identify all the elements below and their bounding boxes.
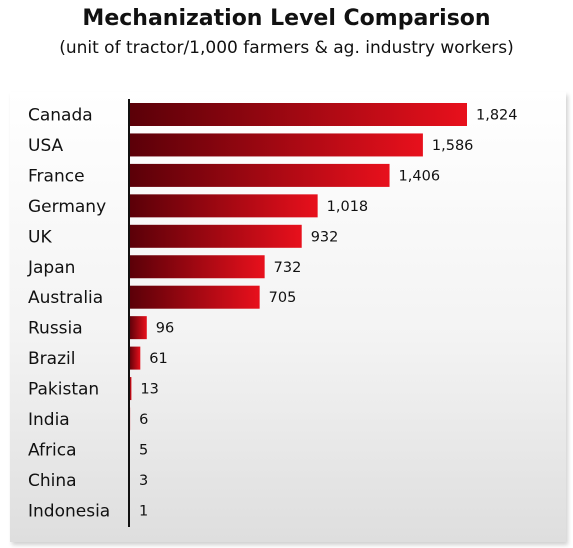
value-label: 1 [139, 503, 148, 519]
bars-layer: Canada 1,824 USA 1,586 France 1,406 Germany 1,0… [27, 103, 518, 522]
value-label: 1,824 [476, 108, 518, 124]
category-label: Japan [27, 258, 75, 278]
value-label: 3 [139, 473, 148, 489]
value-label: 61 [149, 351, 167, 367]
category-label: USA [28, 136, 64, 156]
value-label: 6 [139, 412, 148, 428]
category-label: UK [28, 227, 52, 247]
bar-pakistan [129, 377, 132, 401]
value-label: 13 [140, 382, 158, 398]
category-label: France [28, 166, 85, 186]
chart-title: Mechanization Level Comparison [82, 6, 491, 31]
bar-canada [129, 103, 467, 126]
category-label: Brazil [28, 349, 75, 369]
category-label: China [28, 471, 77, 491]
category-label: Pakistan [28, 380, 99, 400]
bar-brazil [129, 346, 141, 370]
category-label: Canada [28, 106, 93, 126]
category-label: India [28, 410, 70, 430]
bar-japan [129, 255, 265, 279]
bar-russia [129, 316, 147, 340]
category-label: Germany [28, 197, 106, 217]
value-label: 1,406 [399, 168, 441, 184]
category-label: Africa [28, 440, 77, 460]
value-label: 705 [269, 290, 297, 306]
bar-germany [129, 194, 318, 218]
value-label: 1,018 [327, 199, 369, 215]
category-label: Russia [28, 319, 83, 339]
value-label: 932 [311, 229, 339, 245]
value-label: 96 [156, 321, 174, 337]
bar-australia [129, 285, 260, 309]
value-label: 5 [139, 442, 148, 458]
bar-usa [129, 133, 423, 157]
value-label: 732 [274, 260, 302, 276]
category-label: Indonesia [28, 501, 110, 521]
chart-subtitle: (unit of tractor/1,000 farmers & ag. ind… [59, 38, 514, 58]
bar-france [129, 163, 390, 187]
value-label: 1,586 [432, 138, 474, 154]
bar-uk [129, 224, 302, 248]
category-label: Australia [28, 288, 103, 308]
